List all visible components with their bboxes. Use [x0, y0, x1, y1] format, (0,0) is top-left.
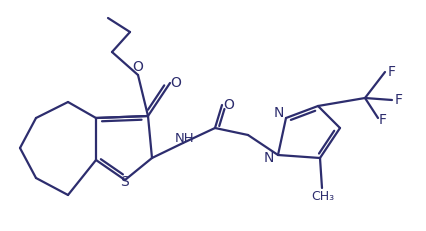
Text: NH: NH [175, 131, 194, 145]
Text: F: F [378, 113, 386, 127]
Text: F: F [394, 93, 402, 107]
Text: N: N [273, 106, 284, 120]
Text: CH₃: CH₃ [311, 191, 334, 204]
Text: O: O [223, 98, 234, 112]
Text: S: S [120, 175, 129, 189]
Text: F: F [387, 65, 395, 79]
Text: O: O [132, 60, 143, 74]
Text: N: N [263, 151, 273, 165]
Text: O: O [170, 76, 181, 90]
